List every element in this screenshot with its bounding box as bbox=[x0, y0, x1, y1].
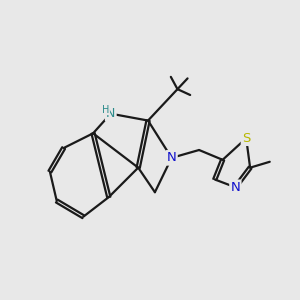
Text: H: H bbox=[102, 105, 110, 115]
Text: N: N bbox=[106, 107, 116, 120]
Text: S: S bbox=[242, 132, 250, 145]
Text: N: N bbox=[167, 152, 176, 164]
Text: N: N bbox=[230, 181, 240, 194]
